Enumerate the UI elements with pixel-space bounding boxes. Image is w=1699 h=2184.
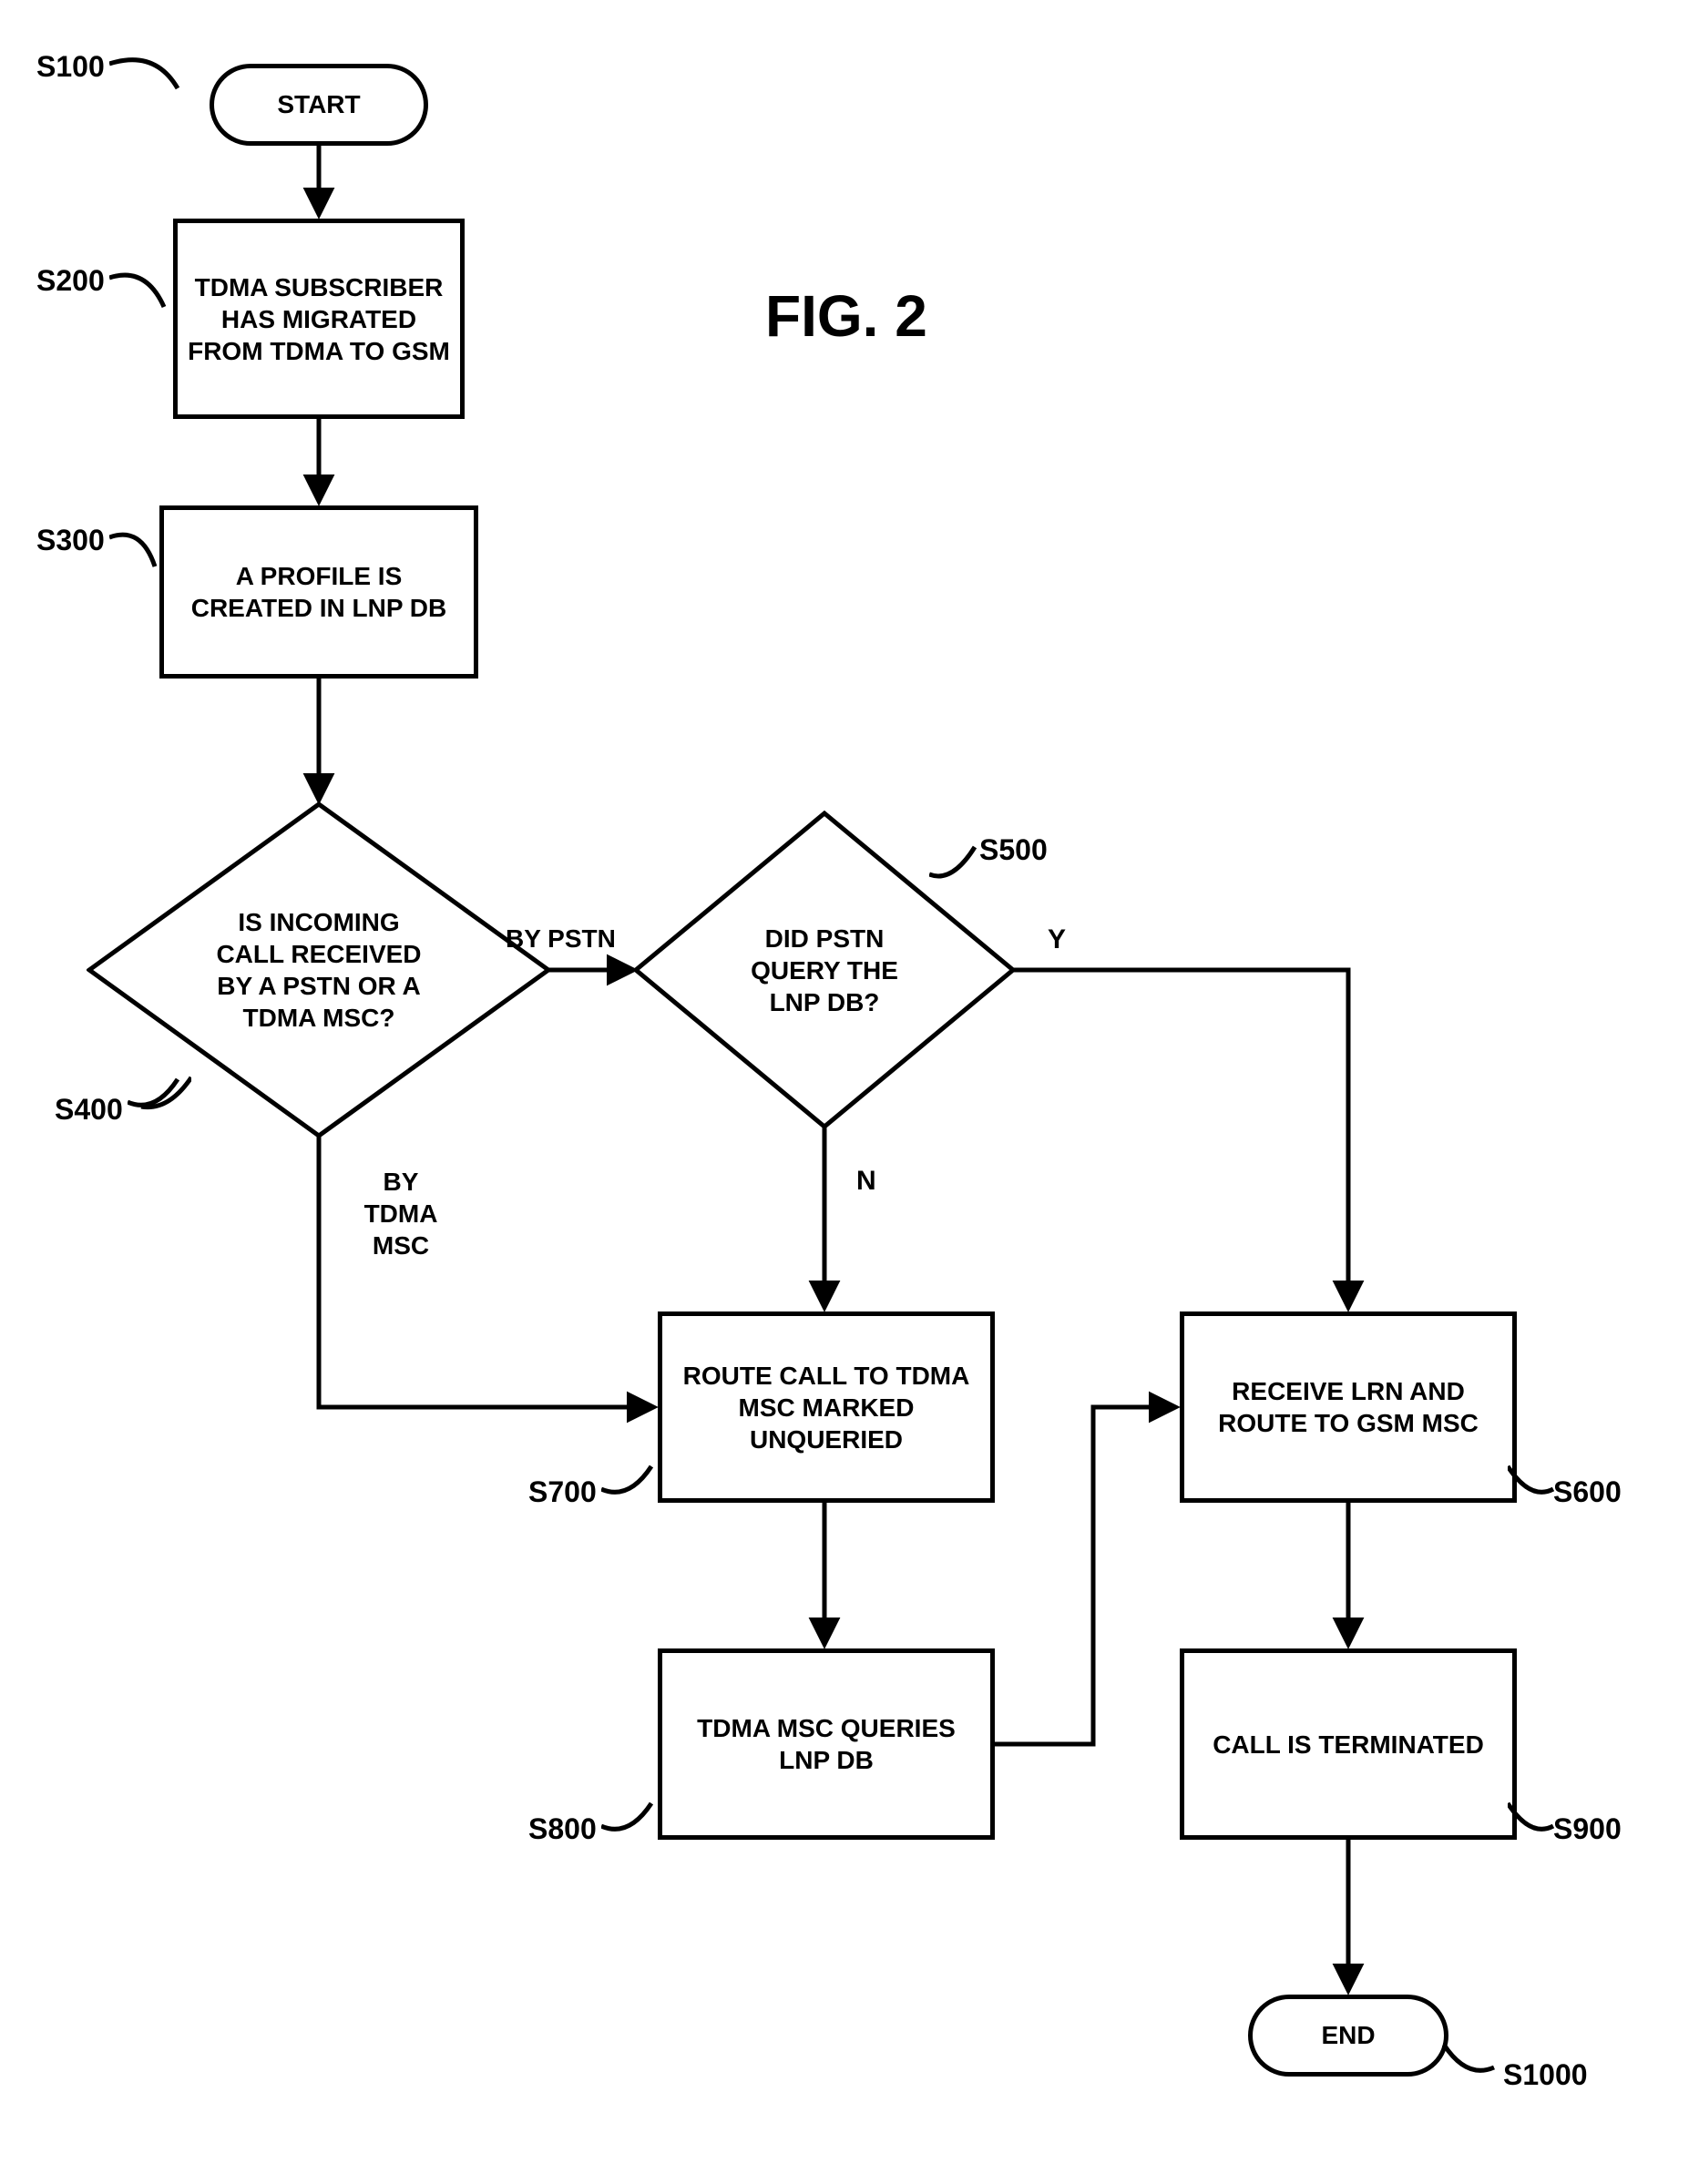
edge-label-y: Y	[1048, 924, 1066, 955]
hook-s300	[109, 530, 169, 580]
node-end: END	[1248, 1995, 1448, 2077]
ref-s500: S500	[979, 833, 1048, 867]
hook-s1000	[1439, 2036, 1503, 2081]
hook-s200	[109, 270, 182, 321]
hook-s100	[109, 56, 210, 111]
ref-s900: S900	[1553, 1812, 1622, 1846]
node-s500-text: DID PSTN QUERY THE LNP DB?	[715, 923, 934, 1018]
hook-s600	[1508, 1457, 1562, 1503]
node-s200-text: TDMA SUBSCRIBER HAS MIGRATED FROM TDMA T…	[187, 271, 451, 367]
node-s700-text: ROUTE CALL TO TDMA MSC MARKED UNQUERIED	[671, 1360, 981, 1455]
node-start: START	[210, 64, 428, 146]
ref-s600: S600	[1553, 1475, 1622, 1509]
node-start-text: START	[277, 90, 360, 119]
edge-label-n: N	[856, 1166, 876, 1197]
node-s600: RECEIVE LRN AND ROUTE TO GSM MSC	[1180, 1311, 1517, 1503]
ref-s400: S400	[55, 1093, 123, 1127]
node-s300: A PROFILE IS CREATED IN LNP DB	[159, 505, 478, 679]
node-s800: TDMA MSC QUERIES LNP DB	[658, 1648, 995, 1840]
node-end-text: END	[1321, 2021, 1375, 2050]
ref-s300: S300	[36, 524, 105, 557]
node-s900: CALL IS TERMINATED	[1180, 1648, 1517, 1840]
ref-s200: S200	[36, 264, 105, 298]
edge-label-by-tdma-msc: BY TDMA MSC	[346, 1166, 455, 1261]
node-s700: ROUTE CALL TO TDMA MSC MARKED UNQUERIED	[658, 1311, 995, 1503]
node-s400-text: IS INCOMING CALL RECEIVED BY A PSTN OR A…	[182, 906, 455, 1034]
hook-s900	[1508, 1794, 1562, 1840]
flowchart-canvas: FIG. 2 START S100 TDMA SUBSCRIBER HAS MI…	[0, 0, 1699, 2184]
node-s900-text: CALL IS TERMINATED	[1213, 1729, 1484, 1760]
node-s600-text: RECEIVE LRN AND ROUTE TO GSM MSC	[1193, 1375, 1503, 1439]
ref-s1000: S1000	[1503, 2058, 1588, 2092]
node-s800-text: TDMA MSC QUERIES LNP DB	[671, 1712, 981, 1776]
ref-s100: S100	[36, 50, 105, 84]
hook-s700	[601, 1457, 665, 1503]
hook-s800	[601, 1794, 665, 1840]
hook-s500	[929, 842, 984, 883]
figure-title: FIG. 2	[765, 282, 927, 350]
ref-s700: S700	[528, 1475, 597, 1509]
node-s200: TDMA SUBSCRIBER HAS MIGRATED FROM TDMA T…	[173, 219, 465, 419]
hook-s400	[128, 1070, 191, 1116]
edge-label-by-pstn: BY PSTN	[506, 924, 616, 954]
ref-s800: S800	[528, 1812, 597, 1846]
node-s300-text: A PROFILE IS CREATED IN LNP DB	[173, 560, 465, 624]
